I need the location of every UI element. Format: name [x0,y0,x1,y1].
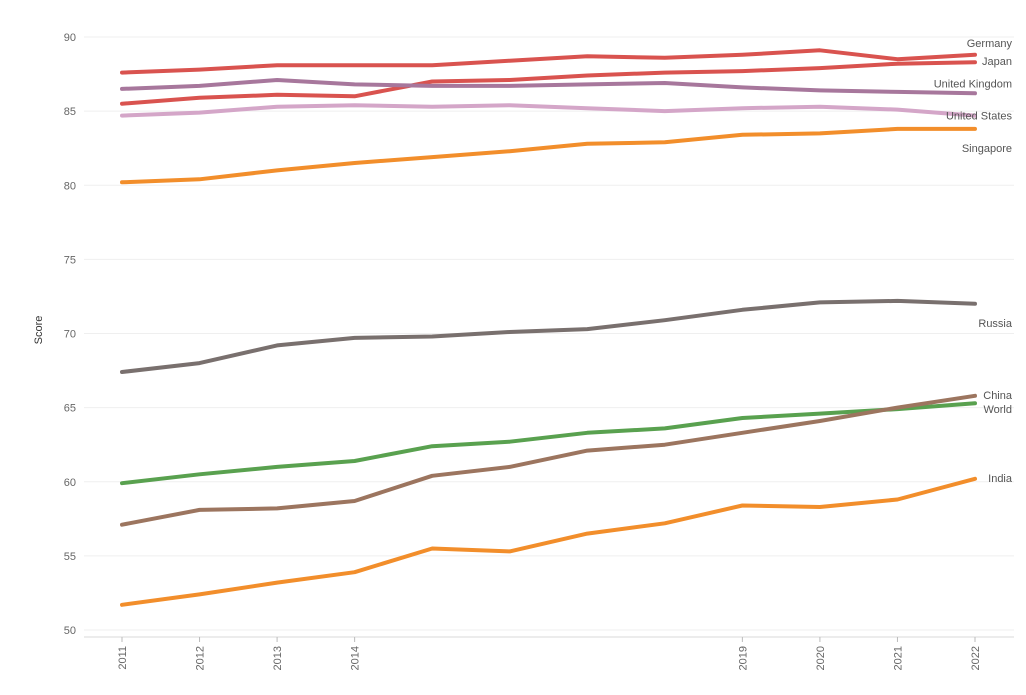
x-axis: 2011 2012 2013 2014 2019 2020 2021 2022 [84,636,1014,670]
x-tick-label: 2011 [117,646,129,670]
series-line-china [120,393,977,527]
series-label-united-states: United States [946,111,1013,123]
x-tick-label: 2019 [737,646,749,670]
y-tick-label: 75 [64,254,76,266]
y-tick-label: 85 [64,106,76,118]
y-axis: 50 55 60 65 70 75 80 85 90 [64,32,76,637]
series-label-india: India [988,473,1013,485]
series-line-japan [120,60,977,106]
x-tick-label: 2014 [350,646,362,670]
y-tick-label: 55 [64,551,76,563]
grid-layer [84,36,1014,631]
series-line-united-states [120,103,977,118]
x-tick-label: 2022 [970,646,982,670]
y-tick-label: 90 [64,32,76,44]
x-tick-label: 2012 [195,646,207,670]
series-line-singapore [120,126,977,185]
y-tick-label: 80 [64,180,76,192]
y-tick-label: 60 [64,477,76,489]
series-line-united-kingdom [120,78,977,96]
series-line-india [120,476,977,607]
y-tick-label: 65 [64,403,76,415]
series-line-russia [120,298,977,374]
series-label-china: China [983,390,1013,402]
series-labels: Germany Japan United Kingdom United States S… [934,38,1013,485]
series-label-russia: Russia [978,318,1013,330]
series-label-singapore: Singapore [962,143,1012,155]
series-layer [120,48,977,607]
series-label-germany: Germany [967,38,1013,50]
series-line-world [120,401,977,486]
series-label-united-kingdom: United Kingdom [934,78,1012,90]
series-line-germany [120,48,977,75]
x-tick-label: 2021 [892,646,904,670]
x-tick-label: 2013 [272,646,284,670]
y-tick-label: 50 [64,625,76,637]
x-tick-label: 2020 [815,646,827,670]
series-label-world: World [983,404,1012,416]
y-tick-label: 70 [64,329,76,341]
series-label-japan: Japan [982,56,1012,68]
y-axis-title: Score [33,316,45,345]
